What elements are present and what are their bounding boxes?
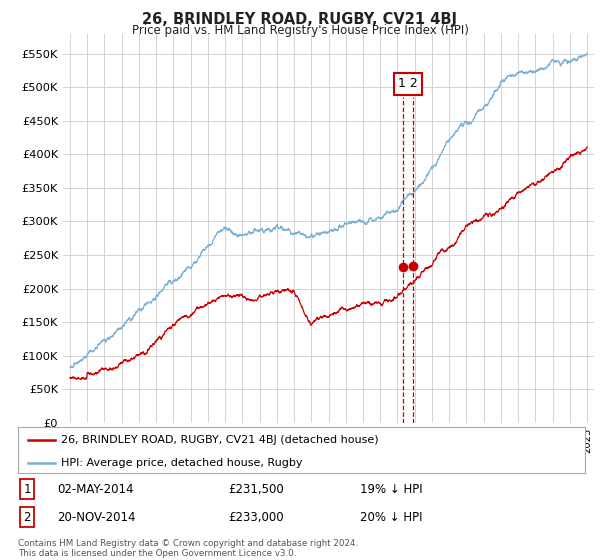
Text: 02-MAY-2014: 02-MAY-2014 — [57, 483, 133, 496]
Text: 2: 2 — [23, 511, 31, 524]
Text: 20% ↓ HPI: 20% ↓ HPI — [360, 511, 422, 524]
Text: 26, BRINDLEY ROAD, RUGBY, CV21 4BJ: 26, BRINDLEY ROAD, RUGBY, CV21 4BJ — [143, 12, 458, 27]
Text: 1: 1 — [23, 483, 31, 496]
Text: HPI: Average price, detached house, Rugby: HPI: Average price, detached house, Rugb… — [61, 458, 302, 468]
Text: 20-NOV-2014: 20-NOV-2014 — [57, 511, 136, 524]
Text: 19% ↓ HPI: 19% ↓ HPI — [360, 483, 422, 496]
Text: £231,500: £231,500 — [228, 483, 284, 496]
Text: 1 2: 1 2 — [398, 77, 418, 90]
Text: £233,000: £233,000 — [228, 511, 284, 524]
Text: 26, BRINDLEY ROAD, RUGBY, CV21 4BJ (detached house): 26, BRINDLEY ROAD, RUGBY, CV21 4BJ (deta… — [61, 435, 378, 445]
Text: Price paid vs. HM Land Registry's House Price Index (HPI): Price paid vs. HM Land Registry's House … — [131, 24, 469, 37]
Text: Contains HM Land Registry data © Crown copyright and database right 2024.
This d: Contains HM Land Registry data © Crown c… — [18, 539, 358, 558]
